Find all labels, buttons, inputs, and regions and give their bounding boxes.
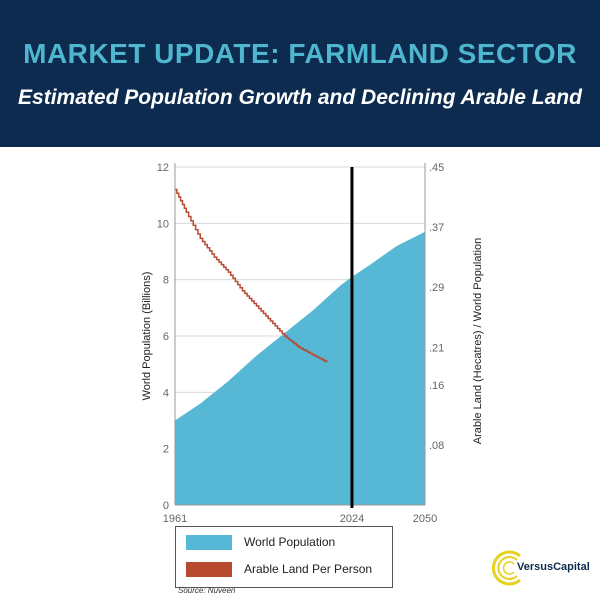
left-tick-label: 10 (157, 218, 169, 230)
left-tick-label: 2 (163, 444, 169, 456)
legend-item-population: World Population (186, 533, 386, 553)
chart-legend: World Population Arable Land Per Person (175, 526, 393, 588)
source-note: Source: Nuveen (178, 586, 236, 595)
legend-label-population: World Population (244, 535, 336, 549)
left-axis-title: World Population (Billions) (141, 272, 153, 401)
right-tick-label: .29 (429, 282, 444, 294)
left-tick-label: 12 (157, 162, 169, 174)
left-tick-label: 4 (163, 387, 169, 399)
left-tick-label: 6 (163, 331, 169, 343)
versus-capital-logo: VersusCapital (490, 548, 600, 588)
left-tick-label: 0 (163, 500, 169, 512)
header-banner: MARKET UPDATE: FARMLAND SECTOR Estimated… (0, 0, 600, 147)
right-axis-title: Arable Land (Hecatres) / World Populatio… (472, 238, 484, 444)
right-tick-label: .08 (429, 440, 444, 452)
right-tick-label: .45 (429, 162, 444, 174)
population-area (175, 231, 425, 506)
x-tick-label: 2024 (340, 513, 364, 525)
legend-label-arable: Arable Land Per Person (244, 562, 373, 576)
logo-arc-icon (491, 550, 521, 586)
arable-land-line (175, 188, 328, 363)
right-tick-label: .16 (429, 380, 444, 392)
right-tick-label: .37 (429, 222, 444, 234)
page-title: MARKET UPDATE: FARMLAND SECTOR (23, 38, 577, 69)
x-tick-label: 2050 (413, 513, 437, 525)
right-tick-label: .21 (429, 342, 444, 354)
logo-text: VersusCapital (517, 561, 590, 573)
legend-swatch-population (186, 535, 232, 550)
x-tick-label: 1961 (163, 513, 187, 525)
page-subtitle: Estimated Population Growth and Declinin… (18, 86, 582, 109)
legend-swatch-arable (186, 562, 232, 577)
legend-item-arable: Arable Land Per Person (186, 560, 386, 580)
left-tick-label: 8 (163, 275, 169, 287)
